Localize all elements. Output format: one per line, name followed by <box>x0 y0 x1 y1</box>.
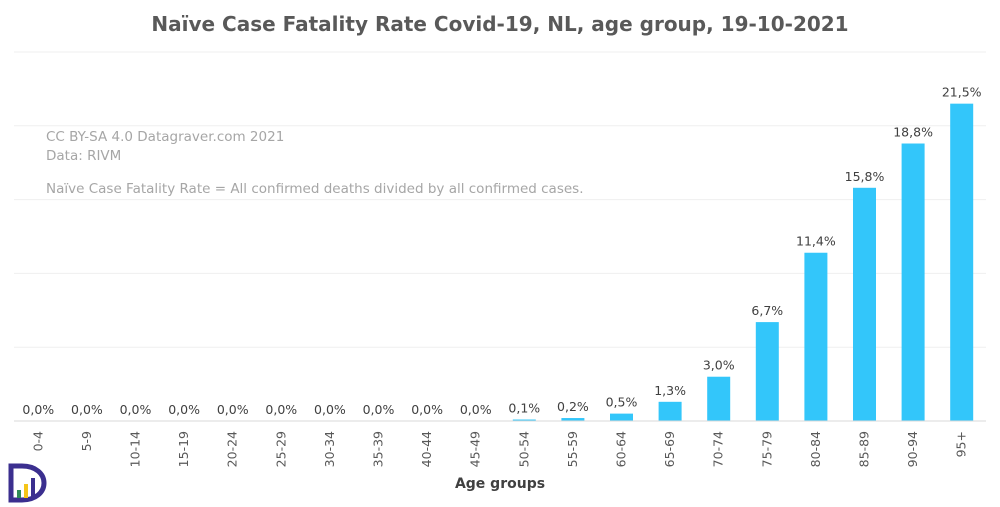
bar-80-84 <box>804 252 828 421</box>
bar-70-74 <box>707 376 731 421</box>
data-label-50-54: 0,1% <box>508 401 540 416</box>
logo-bar-1 <box>17 490 21 498</box>
bars-group <box>512 103 974 421</box>
x-tick-labels-group: 0-4 5-9 10-14 15-19 20-24 25-29 30-34 35-39 40-4… <box>30 431 968 467</box>
data-label-45-49: 0,0% <box>460 402 492 417</box>
x-tick-label-50-54: 50-54 <box>516 431 531 467</box>
logo-d-shape <box>8 463 47 503</box>
bar-65-69 <box>658 401 682 421</box>
x-tick-label-95+: 95+ <box>954 431 969 457</box>
x-tick-label-20-24: 20-24 <box>225 431 240 467</box>
bar-95+ <box>950 103 974 421</box>
data-label-25-29: 0,0% <box>265 402 297 417</box>
data-label-90-94: 18,8% <box>893 125 933 140</box>
x-tick-label-15-19: 15-19 <box>176 431 191 467</box>
bar-60-64 <box>610 413 633 421</box>
data-label-5-9: 0,0% <box>71 402 103 417</box>
x-tick-label-5-9: 5-9 <box>79 431 94 451</box>
x-axis-title: Age groups <box>455 476 545 492</box>
bar-90-94 <box>901 143 925 421</box>
chart-title: Naïve Case Fatality Rate Covid-19, NL, a… <box>151 12 848 36</box>
source-note: Data: RIVM <box>46 148 121 164</box>
data-label-85-89: 15,8% <box>845 169 885 184</box>
x-tick-label-45-49: 45-49 <box>468 431 483 467</box>
bar-50-54 <box>512 419 536 421</box>
datagraver-logo-icon <box>8 463 47 503</box>
data-label-55-59: 0,2% <box>557 399 589 414</box>
x-tick-label-90-94: 90-94 <box>905 431 920 467</box>
x-tick-label-60-64: 60-64 <box>614 431 629 467</box>
license-note: CC BY-SA 4.0 Datagraver.com 2021 <box>46 129 284 145</box>
x-tick-label-75-79: 75-79 <box>759 431 774 467</box>
data-label-40-44: 0,0% <box>411 402 443 417</box>
data-label-70-74: 3,0% <box>703 358 735 373</box>
data-label-0-4: 0,0% <box>22 402 54 417</box>
definition-note: Naïve Case Fatality Rate = All confirmed… <box>46 181 584 197</box>
data-label-20-24: 0,0% <box>217 402 249 417</box>
data-labels-group: 0,0% 0,0% 0,0% 0,0% 0,0% 0,0% 0,0% 0,0% 0,0% 0,0%… <box>22 85 981 417</box>
bar-75-79 <box>755 322 779 421</box>
data-label-30-34: 0,0% <box>314 402 346 417</box>
x-tick-label-25-29: 25-29 <box>273 431 288 467</box>
x-tick-label-70-74: 70-74 <box>711 431 726 467</box>
bar-55-59 <box>561 418 585 421</box>
x-tick-label-85-89: 85-89 <box>857 431 872 467</box>
x-tick-label-0-4: 0-4 <box>30 431 45 451</box>
x-tick-label-35-39: 35-39 <box>371 431 386 467</box>
data-label-60-64: 0,5% <box>606 395 638 410</box>
data-label-15-19: 0,0% <box>168 402 200 417</box>
gridlines <box>14 51 986 348</box>
x-tick-label-80-84: 80-84 <box>808 431 823 467</box>
bar-85-89 <box>853 187 876 421</box>
x-tick-label-40-44: 40-44 <box>419 431 434 467</box>
data-label-80-84: 11,4% <box>796 234 836 249</box>
data-label-95+: 21,5% <box>942 85 982 100</box>
x-tick-label-10-14: 10-14 <box>128 431 143 467</box>
logo-bar-3 <box>31 478 35 498</box>
data-label-35-39: 0,0% <box>363 402 395 417</box>
data-label-10-14: 0,0% <box>120 402 152 417</box>
logo-bar-2 <box>24 484 28 498</box>
data-label-65-69: 1,3% <box>654 383 686 398</box>
x-tick-label-30-34: 30-34 <box>322 431 337 467</box>
x-tick-label-65-69: 65-69 <box>662 431 677 467</box>
x-tick-label-55-59: 55-59 <box>565 431 580 467</box>
data-label-75-79: 6,7% <box>751 303 783 318</box>
